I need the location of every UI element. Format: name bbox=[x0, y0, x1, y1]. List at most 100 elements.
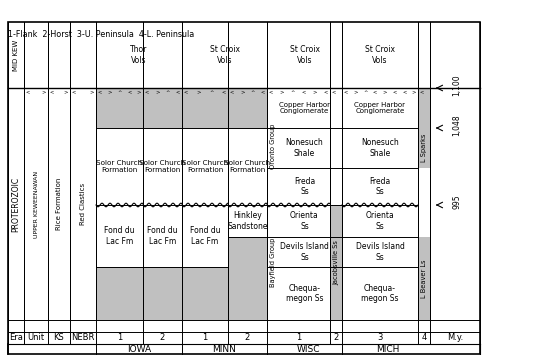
Text: Fond du
Lac Fm: Fond du Lac Fm bbox=[190, 226, 221, 246]
Text: <: < bbox=[98, 89, 102, 94]
Text: <: < bbox=[145, 89, 149, 94]
Text: Solor Church
Formation: Solor Church Formation bbox=[224, 160, 271, 173]
Bar bbox=[143, 88, 182, 128]
Text: PROTEROZOIC: PROTEROZOIC bbox=[12, 176, 20, 231]
Text: Freda
Ss: Freda Ss bbox=[294, 177, 315, 196]
Text: Fond du
Lac Fm: Fond du Lac Fm bbox=[147, 226, 178, 246]
Text: 1,048: 1,048 bbox=[453, 114, 461, 136]
Text: >: > bbox=[280, 89, 284, 94]
Text: >: > bbox=[196, 89, 201, 94]
Text: 1: 1 bbox=[296, 333, 301, 343]
Text: <: < bbox=[402, 89, 406, 94]
Text: ^: ^ bbox=[250, 89, 255, 94]
Text: KS: KS bbox=[54, 333, 64, 343]
Text: Orienta
Ss: Orienta Ss bbox=[366, 211, 394, 231]
Text: Era: Era bbox=[9, 333, 23, 343]
Bar bbox=[228, 237, 267, 320]
Bar bbox=[330, 205, 342, 320]
Text: >: > bbox=[383, 89, 387, 94]
Bar bbox=[418, 237, 430, 320]
Text: <: < bbox=[344, 89, 348, 94]
Text: >: > bbox=[64, 89, 68, 94]
Text: Chequa-
megon Ss: Chequa- megon Ss bbox=[286, 284, 323, 303]
Text: Rice Formation: Rice Formation bbox=[56, 178, 62, 230]
Text: >: > bbox=[108, 89, 112, 94]
Text: UPPER KEWEENAWAN: UPPER KEWEENAWAN bbox=[34, 170, 38, 237]
Text: ^: ^ bbox=[209, 89, 213, 94]
Text: >: > bbox=[137, 89, 141, 94]
Text: 2: 2 bbox=[245, 333, 250, 343]
Text: Unit: Unit bbox=[28, 333, 45, 343]
Text: Freda
Ss: Freda Ss bbox=[370, 177, 390, 196]
Bar bbox=[228, 88, 267, 128]
Text: Thor
Vols: Thor Vols bbox=[130, 45, 148, 65]
Text: <: < bbox=[332, 89, 336, 94]
Text: >: > bbox=[42, 89, 46, 94]
Bar bbox=[143, 267, 182, 320]
Text: >: > bbox=[90, 89, 94, 94]
Text: <: < bbox=[269, 89, 273, 94]
Text: Nonesuch
Shale: Nonesuch Shale bbox=[285, 138, 323, 158]
Bar bbox=[96, 88, 143, 128]
Text: >: > bbox=[313, 89, 317, 94]
Text: M.y.: M.y. bbox=[447, 333, 463, 343]
Text: 2: 2 bbox=[333, 333, 339, 343]
Text: MINN: MINN bbox=[212, 344, 236, 354]
Text: L Beaver Ls: L Beaver Ls bbox=[421, 259, 427, 298]
Text: 4: 4 bbox=[421, 333, 427, 343]
Text: ^: ^ bbox=[363, 89, 367, 94]
Text: NEBR: NEBR bbox=[72, 333, 95, 343]
Text: >: > bbox=[240, 89, 245, 94]
Text: Red Clastics: Red Clastics bbox=[80, 183, 86, 225]
Text: Jacobsville Ss: Jacobsville Ss bbox=[333, 240, 339, 285]
Bar bbox=[182, 267, 228, 320]
Text: Copper Harbor
Conglomerate: Copper Harbor Conglomerate bbox=[355, 102, 405, 115]
Text: <: < bbox=[392, 89, 397, 94]
Text: <: < bbox=[127, 89, 131, 94]
Text: ^: ^ bbox=[166, 89, 170, 94]
Text: Solor Church
Formation: Solor Church Formation bbox=[96, 160, 142, 173]
Text: Solor Church
Formation: Solor Church Formation bbox=[140, 160, 185, 173]
Text: MID KEW: MID KEW bbox=[13, 39, 19, 71]
Text: Devils Island
Ss: Devils Island Ss bbox=[280, 242, 329, 262]
Text: <: < bbox=[184, 89, 188, 94]
Text: <: < bbox=[72, 89, 76, 94]
Text: Fond du
Lac Fm: Fond du Lac Fm bbox=[104, 226, 135, 246]
Text: St Croix
Vols: St Croix Vols bbox=[210, 45, 239, 65]
Text: 1: 1 bbox=[202, 333, 208, 343]
Bar bbox=[8, 22, 480, 354]
Text: Solor Church
Formation: Solor Church Formation bbox=[182, 160, 228, 173]
Text: Hinkley
Sandstone: Hinkley Sandstone bbox=[227, 211, 268, 231]
Text: WISC: WISC bbox=[297, 344, 320, 354]
Bar bbox=[182, 88, 228, 128]
Text: Oronto Group: Oronto Group bbox=[270, 124, 276, 169]
Text: <: < bbox=[373, 89, 377, 94]
Text: 1: 1 bbox=[117, 333, 122, 343]
Text: <: < bbox=[26, 89, 30, 94]
Text: >: > bbox=[354, 89, 358, 94]
Text: <: < bbox=[261, 89, 265, 94]
Text: Nonesuch
Shale: Nonesuch Shale bbox=[361, 138, 399, 158]
Text: ^: ^ bbox=[117, 89, 122, 94]
Text: L Sparks: L Sparks bbox=[421, 134, 427, 162]
Text: <: < bbox=[230, 89, 234, 94]
Text: St Croix
Vols: St Croix Vols bbox=[289, 45, 320, 65]
Text: <: < bbox=[176, 89, 180, 94]
Text: Orienta
Ss: Orienta Ss bbox=[290, 211, 319, 231]
Text: 3: 3 bbox=[377, 333, 383, 343]
Text: 1-Flank  2-Horst  3-U. Peninsula  4-L. Peninsula: 1-Flank 2-Horst 3-U. Peninsula 4-L. Peni… bbox=[8, 30, 194, 39]
Text: St Croix
Vols: St Croix Vols bbox=[365, 45, 395, 65]
Text: <: < bbox=[50, 89, 54, 94]
Text: <: < bbox=[302, 89, 306, 94]
Text: IOWA: IOWA bbox=[127, 344, 151, 354]
Text: MICH: MICH bbox=[376, 344, 400, 354]
Text: 1,100: 1,100 bbox=[453, 74, 461, 96]
Text: ^: ^ bbox=[291, 89, 295, 94]
Text: Chequa-
megon Ss: Chequa- megon Ss bbox=[361, 284, 399, 303]
Text: Devils Island
Ss: Devils Island Ss bbox=[355, 242, 404, 262]
Text: <: < bbox=[324, 89, 328, 94]
Text: Bayfield Group: Bayfield Group bbox=[270, 238, 276, 287]
Text: 2: 2 bbox=[160, 333, 165, 343]
Text: 995: 995 bbox=[453, 195, 461, 209]
Bar bbox=[418, 88, 430, 168]
